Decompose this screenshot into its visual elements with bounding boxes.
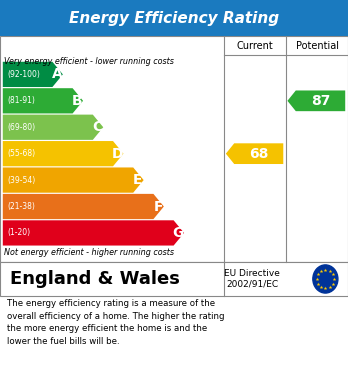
Text: Very energy efficient - lower running costs: Very energy efficient - lower running co… (4, 57, 174, 66)
Text: B: B (72, 94, 82, 108)
Text: Current: Current (237, 41, 274, 51)
Text: (81-91): (81-91) (7, 96, 35, 105)
Polygon shape (3, 167, 144, 193)
Polygon shape (3, 141, 124, 166)
Polygon shape (3, 62, 63, 87)
Text: Not energy efficient - higher running costs: Not energy efficient - higher running co… (4, 248, 174, 257)
Text: (69-80): (69-80) (7, 123, 35, 132)
Text: Potential: Potential (295, 41, 339, 51)
Polygon shape (287, 90, 345, 111)
Text: E: E (133, 173, 143, 187)
Text: C: C (92, 120, 103, 134)
Polygon shape (3, 88, 83, 113)
Text: 68: 68 (249, 147, 268, 161)
Bar (0, 262, 348, 296)
Bar (0, 0, 348, 36)
Polygon shape (3, 194, 164, 219)
Text: (21-38): (21-38) (7, 202, 35, 211)
Text: 87: 87 (311, 94, 330, 108)
Text: (1-20): (1-20) (7, 228, 30, 237)
Text: EU Directive
2002/91/EC: EU Directive 2002/91/EC (224, 269, 280, 289)
Text: A: A (52, 67, 63, 81)
Text: The energy efficiency rating is a measure of the
overall efficiency of a home. T: The energy efficiency rating is a measur… (7, 299, 224, 346)
Bar (0, 36, 348, 262)
Polygon shape (3, 220, 184, 246)
Text: Energy Efficiency Rating: Energy Efficiency Rating (69, 11, 279, 26)
Polygon shape (3, 115, 103, 140)
Text: (55-68): (55-68) (7, 149, 35, 158)
Text: G: G (173, 226, 184, 240)
Circle shape (313, 265, 338, 293)
Text: D: D (112, 147, 124, 161)
Text: England & Wales: England & Wales (10, 270, 180, 288)
Polygon shape (226, 143, 283, 164)
Text: (39-54): (39-54) (7, 176, 35, 185)
Text: (92-100): (92-100) (7, 70, 40, 79)
Text: F: F (153, 199, 163, 213)
